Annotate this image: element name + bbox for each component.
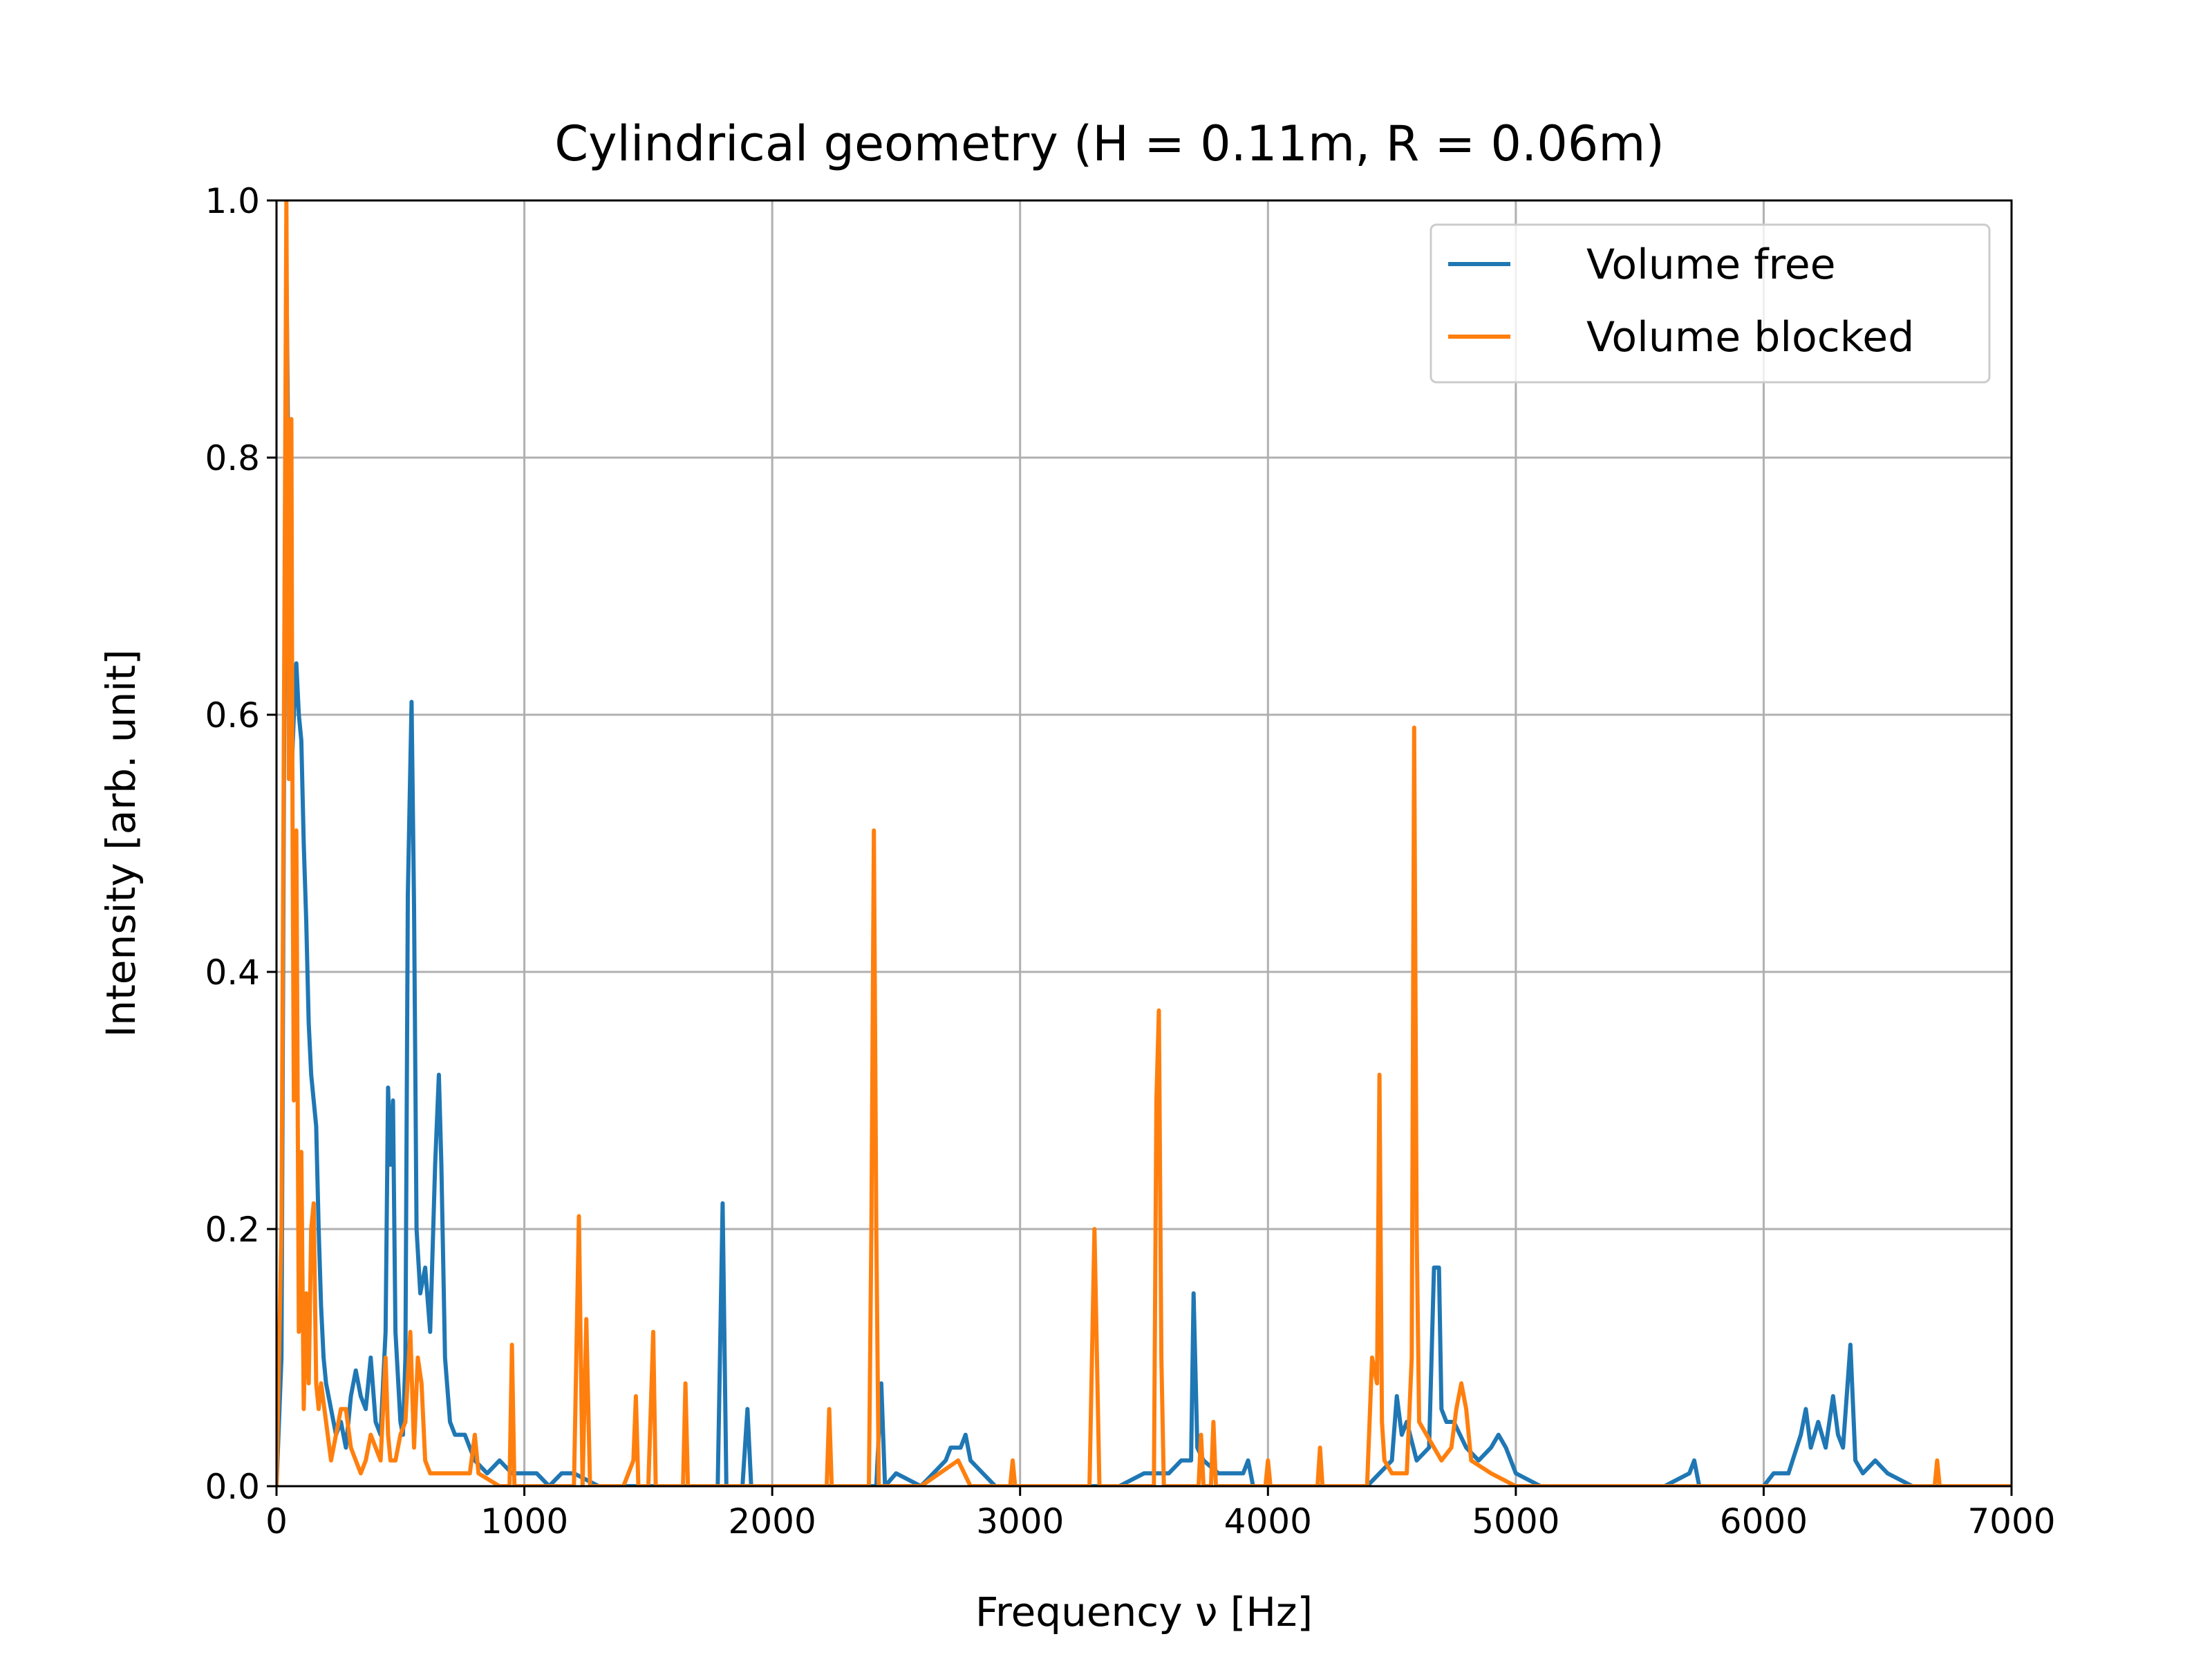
x-tick-label: 7000 [1967, 1501, 2055, 1541]
series-layer [276, 200, 2012, 1486]
x-tick-label: 5000 [1472, 1501, 1559, 1541]
x-tick-label: 4000 [1224, 1501, 1312, 1541]
legend-label-volume-blocked: Volume blocked [1586, 313, 1914, 362]
x-axis-title: Frequency ν [Hz] [975, 1588, 1313, 1635]
plot-frame [275, 199, 2013, 1488]
legend-label-volume-free: Volume free [1586, 241, 1836, 289]
x-tick-label: 2000 [729, 1501, 816, 1541]
y-axis-title: Intensity [arb. unit] [97, 649, 144, 1038]
x-tick-label: 3000 [976, 1501, 1064, 1541]
y-tick-label: 0.2 [205, 1210, 260, 1250]
y-tick-label: 0.4 [205, 953, 260, 993]
ticks: 0 1000 2000 3000 4000 5000 6000 7000 0.0 0.2 0.4 0.… [205, 181, 2055, 1541]
x-tick-label: 0 [265, 1501, 288, 1541]
y-tick-label: 1.0 [205, 181, 260, 221]
x-tick-label: 1000 [480, 1501, 568, 1541]
series-line-volume-blocked [276, 200, 2012, 1486]
chart-title: Cylindrical geometry (H = 0.11m, R = 0.0… [554, 115, 1665, 172]
legend-box [1430, 223, 1991, 384]
legend: Volume free Volume blocked [1430, 223, 1991, 384]
y-tick-label: 0.8 [205, 438, 260, 478]
series-line-volume-free [276, 263, 2012, 1486]
y-tick-label: 0.0 [205, 1467, 260, 1507]
y-tick-label: 0.6 [205, 695, 260, 735]
x-tick-label: 6000 [1720, 1501, 1808, 1541]
